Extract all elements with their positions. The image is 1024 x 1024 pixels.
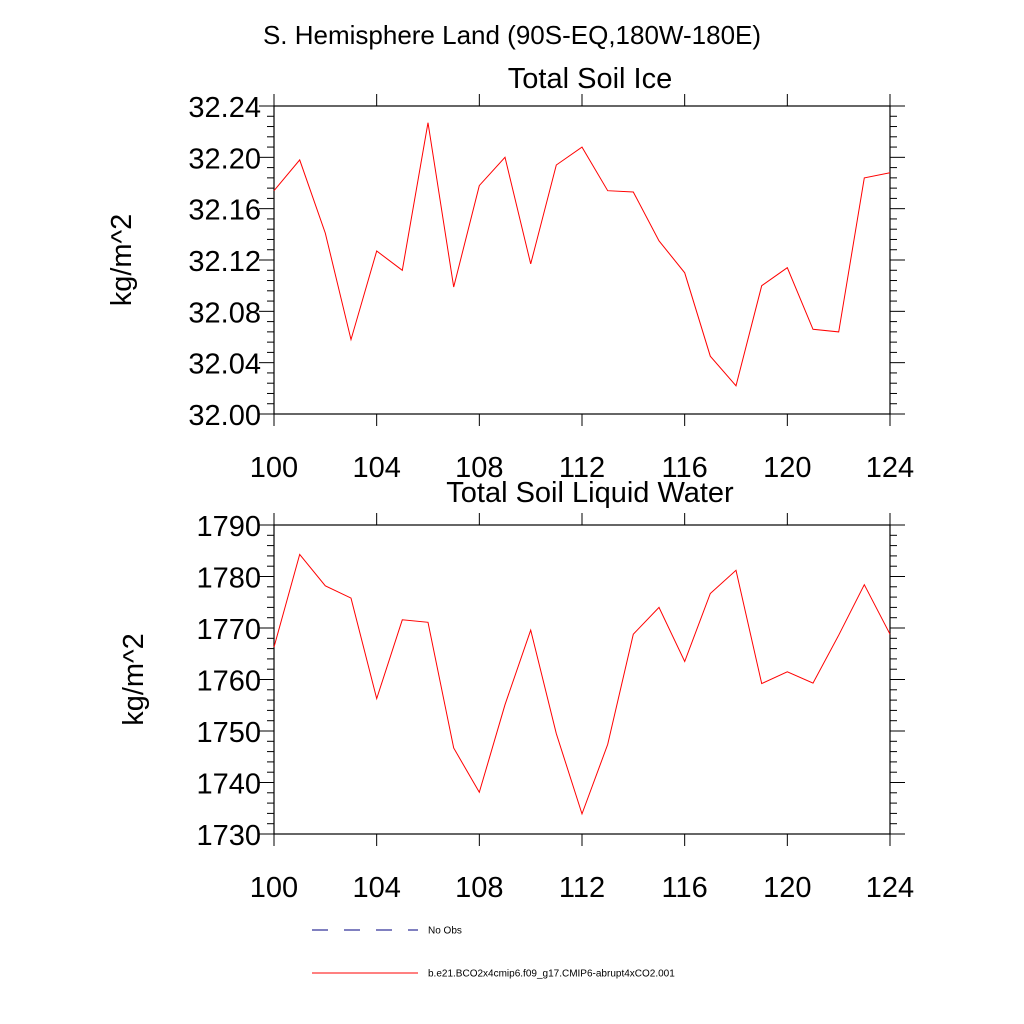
x-tick-label: 108	[455, 452, 503, 484]
y-tick-label: 1780	[196, 563, 261, 595]
y-tick-label: 1770	[196, 614, 261, 646]
x-tick-label: 112	[559, 452, 605, 484]
panel-title: Total Soil Ice	[508, 63, 672, 95]
y-tick-label: 32.00	[188, 400, 261, 432]
y-tick-label: 32.12	[188, 246, 261, 278]
x-tick-label: 124	[866, 872, 914, 904]
y-tick-label: 1740	[196, 769, 261, 801]
figure-title: S. Hemisphere Land (90S-EQ,180W-180E)	[263, 20, 761, 50]
series-line	[273, 122, 891, 387]
y-tick-label: 32.04	[188, 349, 261, 381]
y-tick-label: 32.20	[188, 143, 261, 175]
x-tick-label: 100	[250, 872, 298, 904]
legend-entry: No Obs	[312, 926, 462, 937]
x-tick-label: 112	[559, 872, 605, 904]
legend-label: b.e21.BCO2x4cmip6.f09_g17.CMIP6-abrupt4x…	[428, 969, 675, 980]
x-tick-label: 108	[455, 872, 503, 904]
legend: No Obs b.e21.BCO2x4cmip6.f09_g17.CMIP6-ab…	[312, 926, 675, 980]
x-tick-label: 100	[250, 452, 298, 484]
y-tick-label: 1760	[196, 666, 261, 698]
x-tick-label: 104	[352, 872, 400, 904]
x-tick-label: 120	[763, 872, 811, 904]
y-axis-label: kg/m^2	[106, 214, 138, 307]
y-tick-label: 1790	[196, 511, 261, 543]
x-tick-label: 104	[352, 452, 400, 484]
legend-label: No Obs	[428, 926, 462, 937]
y-tick-label: 32.24	[188, 92, 261, 124]
x-tick-label: 124	[866, 452, 914, 484]
series-line	[273, 553, 891, 816]
y-axis-label: kg/m^2	[118, 633, 150, 726]
y-tick-label: 1730	[196, 820, 261, 852]
y-tick-label: 32.16	[188, 195, 261, 227]
plot-frame	[273, 524, 891, 835]
panel-2: Total Soil Liquid Water 100 104 108 112 116 12…	[118, 477, 914, 904]
x-tick-label: 116	[662, 872, 708, 904]
legend-entry: b.e21.BCO2x4cmip6.f09_g17.CMIP6-abrupt4x…	[312, 969, 675, 980]
x-tick-label: 116	[662, 452, 708, 484]
x-tick-label: 120	[763, 452, 811, 484]
y-tick-label: 1750	[196, 717, 261, 749]
plot-frame	[273, 105, 891, 415]
y-tick-label: 32.08	[188, 297, 261, 329]
panel-title: Total Soil Liquid Water	[446, 477, 734, 509]
panel-1: Total Soil Ice 100 104 108 112 116 120 124 32.00…	[106, 63, 914, 484]
panels: Total Soil Ice 100 104 108 112 116 120 124 32.00…	[106, 63, 914, 904]
